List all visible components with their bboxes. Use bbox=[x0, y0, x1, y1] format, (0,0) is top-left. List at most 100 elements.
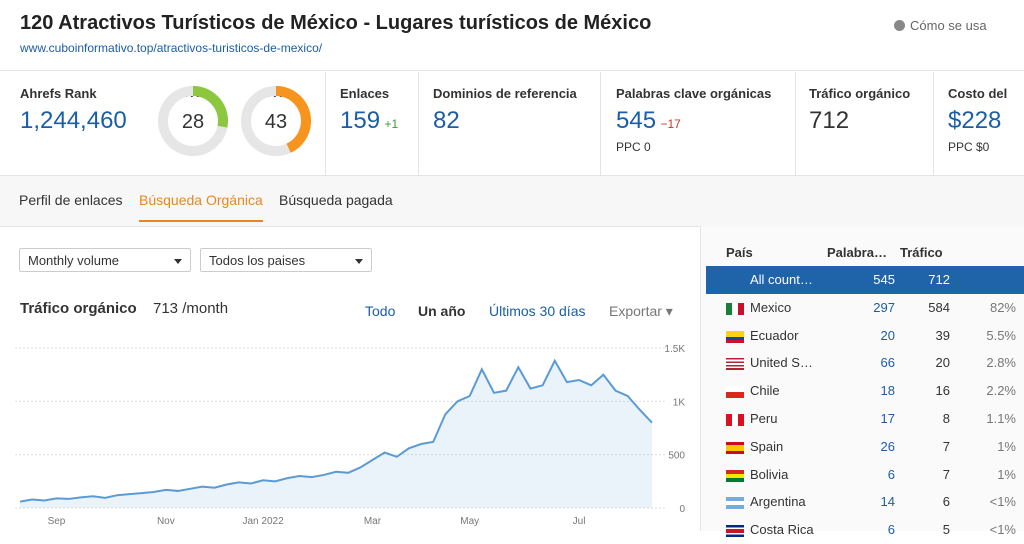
table-cell: 545 bbox=[873, 272, 895, 287]
table-cell: All count… bbox=[750, 272, 813, 287]
table-cell: 26 bbox=[880, 438, 895, 454]
tab-bar bbox=[0, 175, 1024, 227]
table-cell: 18 bbox=[880, 383, 895, 399]
flag bbox=[726, 386, 744, 399]
table-cell: 6 bbox=[887, 466, 895, 482]
metric-value: 159 bbox=[340, 107, 381, 134]
table-cell: United S… bbox=[750, 355, 813, 371]
table-cell: 5.5% bbox=[986, 327, 1016, 343]
x-tick-label: Jan 2022 bbox=[242, 516, 284, 527]
table-cell: 5 bbox=[942, 522, 950, 538]
table-row: Mexico 297 584 82% bbox=[706, 294, 1024, 322]
gauge-dr bbox=[241, 86, 311, 156]
table-cell: 584 bbox=[928, 299, 950, 315]
chart-title: Tráfico orgánico bbox=[20, 300, 137, 317]
table-cell: 14 bbox=[880, 494, 895, 510]
export-button[interactable]: Exportar ▾ bbox=[609, 303, 673, 319]
divider bbox=[0, 70, 1024, 71]
range-button[interactable]: Un año bbox=[418, 303, 466, 319]
table-row: Chile 18 16 2.2% bbox=[706, 377, 1024, 405]
table-cell: 66 bbox=[880, 355, 895, 371]
table-cell: Costa Rica bbox=[750, 522, 814, 538]
gauge-ur bbox=[158, 86, 228, 156]
table-cell: <1% bbox=[989, 494, 1016, 510]
range-button[interactable]: Todo bbox=[365, 303, 396, 319]
table-cell: 2.8% bbox=[986, 355, 1016, 371]
chart: 0 500 1K 1.5K Sep Nov Jan 2022 Mar May Jul bbox=[15, 344, 686, 527]
flag bbox=[726, 302, 744, 315]
table-cell: Bolivia bbox=[750, 466, 789, 482]
table-cell: 20 bbox=[935, 355, 950, 371]
metric-delta: −17 bbox=[660, 117, 681, 131]
table-cell: 297 bbox=[873, 299, 895, 315]
page-title: 120 Atractivos Turísticos de México - Lu… bbox=[20, 12, 652, 34]
tab[interactable]: Perfil de enlaces bbox=[19, 192, 123, 208]
table-cell: 1% bbox=[997, 438, 1016, 454]
separator bbox=[600, 72, 601, 175]
url[interactable]: www.cuboinformativo.top/atractivos-turis… bbox=[20, 41, 323, 55]
x-tick-label: Nov bbox=[157, 516, 175, 527]
table-cell: Ecuador bbox=[750, 327, 799, 343]
header-cell: Palabra… bbox=[827, 245, 887, 260]
metric-value: 712 bbox=[809, 107, 850, 134]
x-tick-label: Mar bbox=[364, 516, 382, 527]
separator bbox=[418, 72, 419, 175]
table-cell: 7 bbox=[942, 466, 950, 482]
table-cell: 1.1% bbox=[986, 410, 1016, 426]
help-link[interactable]: Cómo se usa bbox=[894, 18, 987, 33]
flag bbox=[726, 330, 744, 343]
separator bbox=[933, 72, 934, 175]
metric-label: Dominios de referencia bbox=[433, 86, 577, 101]
table-cell: 712 bbox=[928, 272, 950, 287]
table-cell: 2.2% bbox=[986, 383, 1016, 399]
tab[interactable]: Búsqueda Orgánica bbox=[139, 192, 263, 222]
flag bbox=[726, 469, 744, 482]
x-tick-label: Sep bbox=[48, 516, 66, 527]
table-cell: 8 bbox=[942, 410, 950, 426]
metric-label: Enlaces bbox=[340, 86, 390, 101]
table-cell: 16 bbox=[935, 383, 950, 399]
dropdown[interactable]: Monthly volume bbox=[19, 248, 191, 272]
metric-label: Tráfico orgánico bbox=[809, 86, 911, 101]
table-row: Argentina 14 6 <1% bbox=[706, 488, 1024, 516]
flag bbox=[726, 525, 744, 538]
table-cell: 7 bbox=[942, 438, 950, 454]
separator bbox=[325, 72, 326, 175]
range-button[interactable]: Últimos 30 días bbox=[489, 303, 586, 319]
table-cell: 82% bbox=[989, 299, 1016, 315]
metric-label: Ahrefs Rank bbox=[20, 86, 97, 101]
tab[interactable]: Búsqueda pagada bbox=[279, 192, 393, 208]
metric-label: Costo del bbox=[948, 86, 1008, 101]
table-row: Ecuador 20 39 5.5% bbox=[706, 322, 1024, 350]
metric: 159 +1 bbox=[340, 107, 398, 135]
y-tick-label: 1.5K bbox=[664, 344, 685, 355]
table-cell: Spain bbox=[750, 438, 784, 454]
table-row: Bolivia 6 7 1% bbox=[706, 461, 1024, 489]
country-table: País Palabra… Tráfico All count… 545 712 Mexic… bbox=[706, 238, 1024, 544]
gauge-value: 43 bbox=[265, 111, 287, 133]
table-cell: 6 bbox=[887, 522, 895, 538]
y-tick-label: 1K bbox=[673, 397, 686, 408]
flag bbox=[726, 441, 744, 454]
metric-value: 82 bbox=[433, 107, 460, 134]
chart-summary: 713 /month bbox=[153, 300, 229, 317]
flag bbox=[726, 358, 744, 371]
metric-value: 545 bbox=[616, 107, 657, 134]
table-cell: Peru bbox=[750, 410, 778, 426]
y-tick-label: 0 bbox=[679, 504, 685, 515]
table-cell: Mexico bbox=[750, 299, 792, 315]
metric: 545 −17 bbox=[616, 107, 681, 135]
x-tick-label: Jul bbox=[573, 516, 586, 527]
metric-label: Palabras clave orgánicas bbox=[616, 86, 772, 101]
table-cell: 6 bbox=[942, 494, 950, 510]
table-row: Costa Rica 6 5 <1% bbox=[706, 516, 1024, 544]
metric-delta: +1 bbox=[384, 117, 399, 131]
traffic-area bbox=[20, 360, 652, 508]
dropdown[interactable]: Todos los paises bbox=[200, 248, 372, 272]
table-row: Peru 17 8 1.1% bbox=[706, 405, 1024, 433]
table-header: País Palabra… Tráfico bbox=[706, 238, 1024, 266]
table-cell: <1% bbox=[989, 522, 1016, 538]
table-cell: 17 bbox=[880, 410, 895, 426]
table-row: Spain 26 7 1% bbox=[706, 433, 1024, 461]
table-cell: Argentina bbox=[750, 494, 806, 510]
